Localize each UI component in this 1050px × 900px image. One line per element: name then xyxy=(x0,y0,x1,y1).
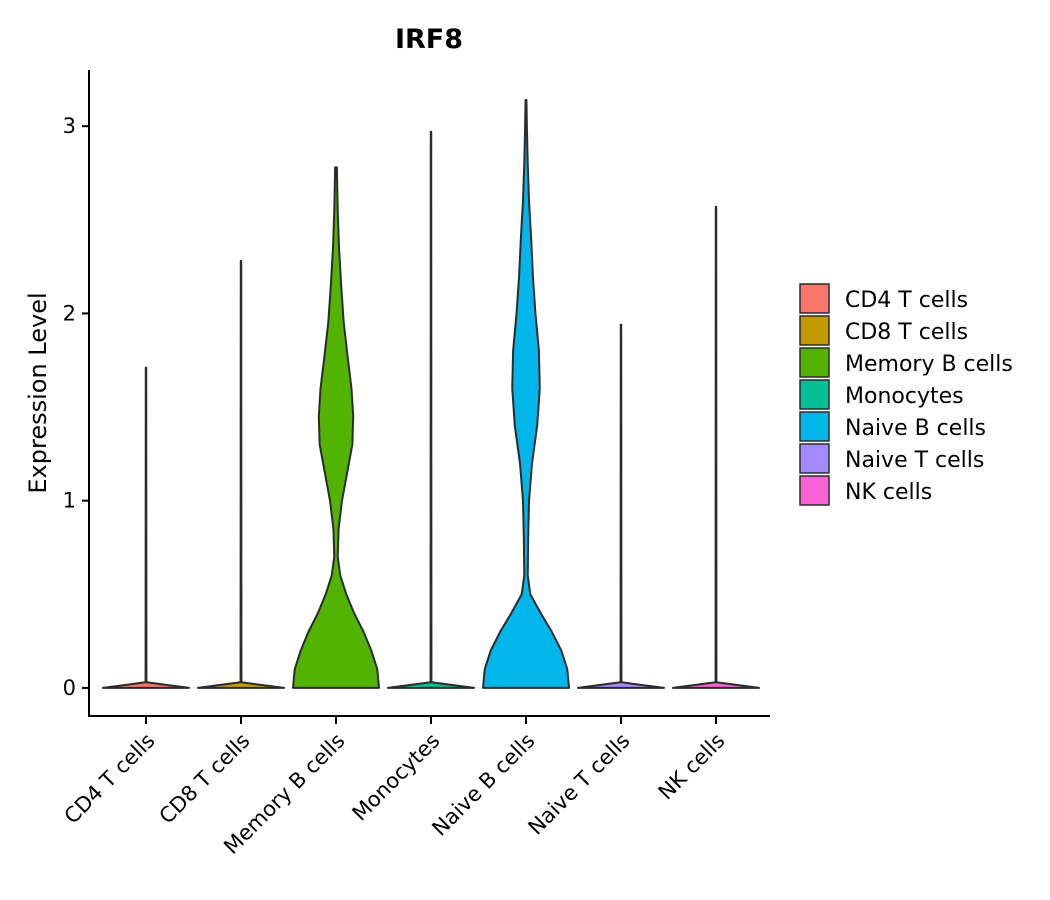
legend-label-monocytes: Monocytes xyxy=(845,384,964,409)
y-tick-label: 0 xyxy=(63,676,76,700)
legend-key-naive-b-cells xyxy=(799,411,830,442)
legend-key-cd4-t-cells xyxy=(799,283,830,314)
x-tick-label-nk-cells: NK cells xyxy=(654,729,730,805)
violins-group xyxy=(102,98,760,689)
x-tick-label-naive-t-cells: Naive T cells xyxy=(524,729,635,840)
legend-label-naive-t-cells: Naive T cells xyxy=(845,448,984,473)
legend-key-monocytes xyxy=(799,379,830,410)
legend-label-naive-b-cells: Naive B cells xyxy=(845,416,986,441)
legend-key-nk-cells xyxy=(799,475,830,506)
violin-monocytes xyxy=(387,130,475,689)
violin-cd8-t-cells xyxy=(197,259,285,689)
legend: CD4 T cells CD8 T cells Memory B cells Mono… xyxy=(799,283,1013,506)
x-tick-label-cd4-t-cells: CD4 T cells xyxy=(60,729,160,829)
x-tick-label-cd8-t-cells: CD8 T cells xyxy=(155,729,255,829)
violin-naive-b-cells xyxy=(482,98,570,689)
chart-title: IRF8 xyxy=(395,24,463,55)
y-axis-label: Expression Level xyxy=(24,292,52,493)
violin-naive-t-cells xyxy=(577,323,665,689)
violin-cd4-t-cells xyxy=(102,366,190,689)
legend-label-cd4-t-cells: CD4 T cells xyxy=(845,288,968,313)
y-tick-label: 3 xyxy=(63,114,76,138)
legend-key-memory-b-cells xyxy=(799,347,830,378)
violin-memory-b-cells xyxy=(292,166,380,689)
violin-nk-cells xyxy=(672,205,760,689)
legend-key-naive-t-cells xyxy=(799,443,830,474)
legend-label-nk-cells: NK cells xyxy=(845,480,932,505)
legend-key-cd8-t-cells xyxy=(799,315,830,346)
x-tick-label-monocytes: Monocytes xyxy=(348,729,445,826)
legend-label-cd8-t-cells: CD8 T cells xyxy=(845,320,968,345)
y-axis-ticks: 0 1 2 3 xyxy=(63,114,89,700)
y-tick-label: 1 xyxy=(63,489,76,513)
legend-label-memory-b-cells: Memory B cells xyxy=(845,352,1013,377)
y-tick-label: 2 xyxy=(63,301,76,325)
